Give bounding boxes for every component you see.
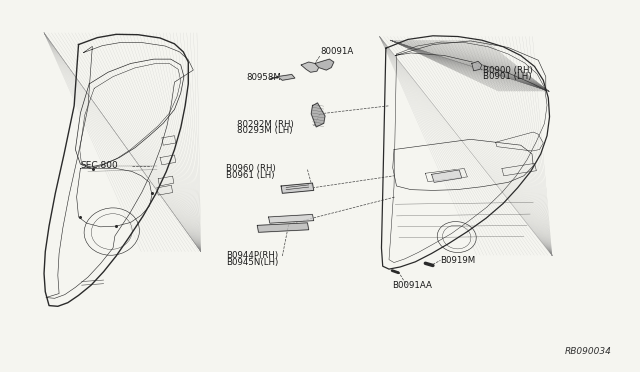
- Text: 80292M (RH): 80292M (RH): [237, 119, 294, 128]
- Text: RB090034: RB090034: [564, 347, 612, 356]
- Text: B0960 (RH): B0960 (RH): [226, 164, 276, 173]
- Text: 80293M (LH): 80293M (LH): [237, 126, 292, 135]
- Polygon shape: [431, 170, 461, 182]
- Text: B0961 (LH): B0961 (LH): [226, 171, 275, 180]
- Text: B0091AA: B0091AA: [392, 281, 432, 291]
- Text: 80958M: 80958M: [246, 73, 281, 82]
- Text: B0901 (LH): B0901 (LH): [483, 72, 532, 81]
- Polygon shape: [472, 61, 482, 71]
- Polygon shape: [315, 59, 334, 70]
- Text: 80091A: 80091A: [320, 46, 353, 55]
- Polygon shape: [281, 183, 314, 193]
- Text: B0900 (RH): B0900 (RH): [483, 65, 533, 74]
- Polygon shape: [277, 74, 295, 80]
- Polygon shape: [257, 223, 308, 232]
- Text: B0945N(LH): B0945N(LH): [226, 258, 278, 267]
- Polygon shape: [311, 103, 325, 127]
- Text: B0919M: B0919M: [440, 256, 476, 265]
- Polygon shape: [301, 62, 319, 72]
- Text: B0944P(RH): B0944P(RH): [226, 251, 278, 260]
- Text: SEC.800: SEC.800: [81, 161, 118, 170]
- Polygon shape: [269, 214, 314, 223]
